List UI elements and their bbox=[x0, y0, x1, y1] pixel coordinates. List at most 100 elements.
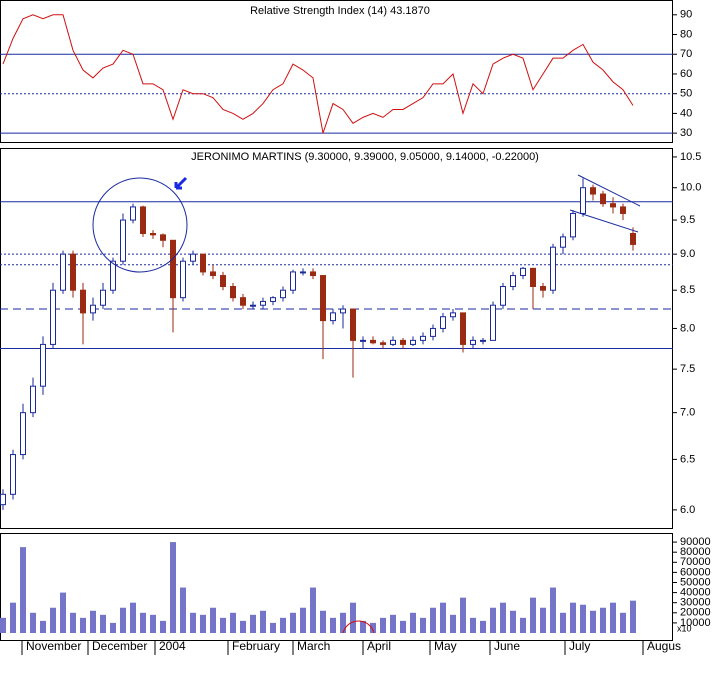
rsi-line bbox=[2, 14, 634, 134]
y-tick-label: 6.0 bbox=[680, 504, 695, 516]
y-tick-label: 10.5 bbox=[680, 151, 701, 163]
volume-bar bbox=[130, 602, 136, 633]
candle-body bbox=[350, 308, 356, 341]
volume-bar bbox=[430, 607, 436, 633]
x-tick-label: 2004 bbox=[159, 639, 186, 653]
candle-body bbox=[570, 212, 576, 238]
candle-body bbox=[30, 385, 36, 414]
volume-bar bbox=[280, 617, 286, 633]
annotations bbox=[92, 174, 641, 634]
trend-line bbox=[569, 209, 639, 233]
volume-bar bbox=[30, 612, 36, 633]
x-tick-label: June bbox=[494, 639, 520, 653]
y-tick-label: 8.0 bbox=[680, 322, 695, 334]
volume-bar bbox=[230, 612, 236, 633]
volume-bar bbox=[370, 622, 376, 633]
x-tick-label: November bbox=[26, 639, 81, 653]
volume-bar bbox=[560, 612, 566, 633]
volume-bar bbox=[440, 602, 446, 633]
candle-body bbox=[180, 260, 186, 299]
volume-circle bbox=[342, 620, 375, 634]
volume-bar bbox=[460, 597, 466, 633]
volume-bar bbox=[190, 612, 196, 633]
volume-bar bbox=[250, 614, 256, 633]
volume-bar bbox=[220, 617, 226, 633]
candle-body bbox=[300, 271, 306, 274]
volume-bar bbox=[340, 612, 346, 633]
volume-bar bbox=[240, 620, 246, 633]
candle-body bbox=[450, 312, 456, 318]
candle-body bbox=[500, 286, 506, 306]
volume-bar bbox=[520, 617, 526, 633]
volume-bar bbox=[380, 617, 386, 633]
volume-bar bbox=[260, 610, 266, 633]
volume-bar bbox=[140, 612, 146, 633]
y-tick-label: 80000 bbox=[680, 546, 711, 558]
volume-bar bbox=[360, 620, 366, 633]
y-tick-label: 60 bbox=[680, 68, 692, 80]
candle-body bbox=[370, 339, 376, 344]
price-frame bbox=[0, 148, 673, 529]
price-title: JERONIMO MARTINS (9.30000, 9.39000, 9.05… bbox=[191, 151, 539, 163]
volume-bar bbox=[330, 617, 336, 633]
volume-bar bbox=[310, 587, 316, 633]
volume-bar bbox=[20, 547, 26, 633]
candle-body bbox=[410, 339, 416, 345]
y-tick-label: 90000 bbox=[680, 536, 711, 548]
volume-bar bbox=[550, 587, 556, 633]
y-tick-label: 10.0 bbox=[680, 182, 701, 194]
candle-body bbox=[430, 327, 436, 337]
candle-body bbox=[530, 267, 536, 288]
candle-body bbox=[280, 289, 286, 299]
volume-bar bbox=[570, 602, 576, 633]
volume-bar bbox=[70, 612, 76, 633]
volume-bar bbox=[270, 622, 276, 633]
candle-body bbox=[330, 312, 336, 322]
candle-body bbox=[210, 271, 216, 277]
y-tick-label: 40 bbox=[680, 107, 692, 119]
y-tick-label: 30000 bbox=[680, 597, 711, 609]
x-tick-label: February bbox=[232, 639, 280, 653]
candle-body bbox=[580, 187, 586, 214]
y-tick-label: 80 bbox=[680, 28, 692, 40]
volume-bar bbox=[470, 617, 476, 633]
volume-bar bbox=[110, 622, 116, 633]
volume-bar bbox=[490, 607, 496, 633]
candle-body bbox=[340, 308, 346, 314]
candle-body bbox=[70, 253, 76, 291]
volume-bar bbox=[500, 602, 506, 633]
volume-bar bbox=[390, 614, 396, 633]
highlight-circle bbox=[92, 177, 188, 273]
candle-body bbox=[0, 493, 6, 506]
volume-bar bbox=[60, 592, 66, 633]
candle-body bbox=[260, 300, 266, 306]
y-tick-label: 60000 bbox=[680, 566, 711, 578]
volume-bar bbox=[400, 620, 406, 633]
candle-body bbox=[320, 275, 326, 322]
candle-body bbox=[610, 203, 616, 208]
volume-bar bbox=[410, 612, 416, 633]
candle-body bbox=[160, 234, 166, 241]
volume-bar bbox=[120, 607, 126, 633]
volume-bar bbox=[200, 614, 206, 633]
candle-body bbox=[290, 271, 296, 291]
candle-body bbox=[600, 193, 606, 205]
candle-body bbox=[550, 246, 556, 291]
y-tick-label: 9.5 bbox=[680, 214, 695, 226]
volume-bar bbox=[10, 602, 16, 633]
x-tick-label: Augus bbox=[647, 639, 681, 653]
axis-note: x10 bbox=[677, 623, 692, 633]
candle-body bbox=[520, 267, 526, 277]
arrow bbox=[174, 176, 188, 190]
volume-bar bbox=[540, 607, 546, 633]
candle-body bbox=[390, 339, 396, 345]
volume-bar bbox=[50, 607, 56, 633]
y-tick-label: 90 bbox=[680, 9, 692, 21]
y-tick-label: 20000 bbox=[680, 607, 711, 619]
volume-bar bbox=[420, 617, 426, 633]
y-tick-label: 50000 bbox=[680, 576, 711, 588]
candle-body bbox=[380, 342, 386, 345]
y-tick-label: 7.0 bbox=[680, 407, 695, 419]
x-tick-label: March bbox=[297, 639, 330, 653]
x-tick-label: May bbox=[434, 639, 457, 653]
